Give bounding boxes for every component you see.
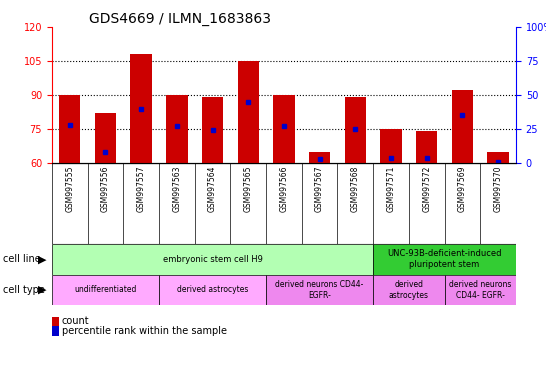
Bar (52, 244, 373, 275)
Text: derived neurons CD44-
EGFR-: derived neurons CD44- EGFR- (275, 280, 364, 300)
Text: cell type: cell type (3, 285, 45, 295)
Text: ▶: ▶ (38, 285, 46, 295)
Bar (452, 91, 473, 163)
Bar (159, 275, 266, 305)
Bar (59, 95, 80, 163)
Text: GSM997557: GSM997557 (136, 166, 146, 212)
Bar (166, 95, 187, 163)
Bar (52, 275, 159, 305)
Bar (381, 129, 402, 163)
Text: GSM997567: GSM997567 (315, 166, 324, 212)
Text: GSM997565: GSM997565 (244, 166, 253, 212)
Text: GSM997570: GSM997570 (494, 166, 503, 212)
Text: embryonic stem cell H9: embryonic stem cell H9 (163, 255, 263, 264)
Bar (345, 97, 366, 163)
Bar (130, 54, 152, 163)
Bar (373, 275, 444, 305)
Text: GSM997566: GSM997566 (280, 166, 288, 212)
Bar (94, 113, 116, 163)
Text: GSM997556: GSM997556 (101, 166, 110, 212)
Text: count: count (62, 316, 90, 326)
Bar (444, 275, 516, 305)
Text: derived astrocytes: derived astrocytes (177, 285, 248, 295)
Text: GSM997569: GSM997569 (458, 166, 467, 212)
Bar (416, 131, 437, 163)
Bar (309, 152, 330, 163)
Bar (373, 244, 516, 275)
Text: GSM997571: GSM997571 (387, 166, 395, 212)
Bar (202, 97, 223, 163)
Text: GSM997572: GSM997572 (422, 166, 431, 212)
Text: ▶: ▶ (38, 254, 46, 264)
Text: GSM997568: GSM997568 (351, 166, 360, 212)
Text: GSM997555: GSM997555 (65, 166, 74, 212)
Bar (273, 95, 295, 163)
Text: derived
astrocytes: derived astrocytes (389, 280, 429, 300)
Text: GDS4669 / ILMN_1683863: GDS4669 / ILMN_1683863 (89, 12, 271, 26)
Text: GSM997564: GSM997564 (208, 166, 217, 212)
Text: undifferentiated: undifferentiated (74, 285, 136, 295)
Bar (238, 61, 259, 163)
Text: GSM997563: GSM997563 (173, 166, 181, 212)
Bar (266, 275, 373, 305)
Bar (488, 152, 509, 163)
Text: cell line: cell line (3, 254, 40, 264)
Text: derived neurons
CD44- EGFR-: derived neurons CD44- EGFR- (449, 280, 512, 300)
Text: UNC-93B-deficient-induced
pluripotent stem: UNC-93B-deficient-induced pluripotent st… (387, 250, 502, 269)
Text: percentile rank within the sample: percentile rank within the sample (62, 326, 227, 336)
